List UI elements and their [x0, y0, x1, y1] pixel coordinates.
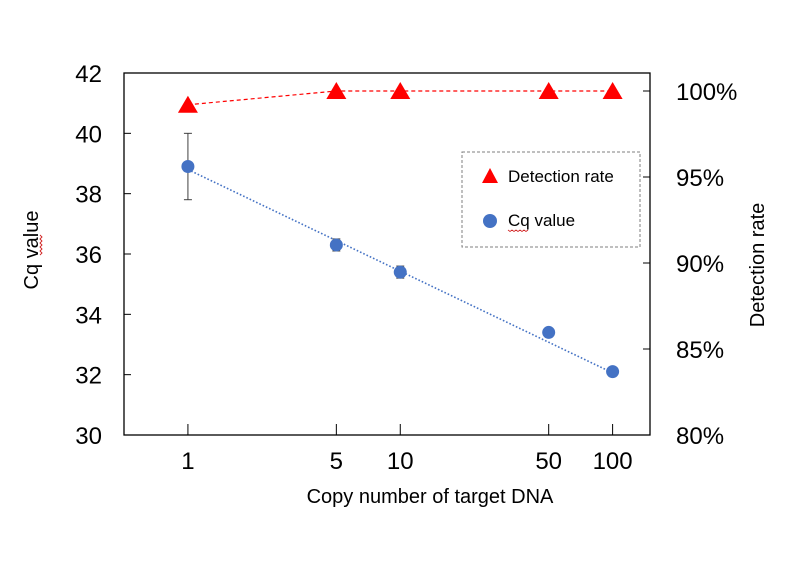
detection-rate-point [538, 82, 559, 99]
cq-value-point [181, 160, 195, 174]
y2-tick-label: 90% [676, 251, 724, 278]
detection-rate-point [602, 82, 623, 99]
cq-value-point [329, 238, 343, 252]
spellcheck-underline [39, 234, 43, 256]
spellcheck-underline [507, 229, 529, 232]
detection-rate-point [177, 95, 198, 113]
y-tick-label: 30 [75, 423, 102, 450]
detection-rate-point [326, 82, 347, 99]
cq-value-point [393, 265, 407, 279]
legend-label-detection-rate: Detection rate [508, 167, 614, 186]
y2-tick-label: 100% [676, 79, 737, 106]
y-tick-label: 34 [75, 302, 102, 329]
x-tick-label: 10 [387, 448, 414, 475]
y-tick-label: 40 [75, 121, 102, 148]
y-tick-label: 38 [75, 182, 102, 209]
legend-triangle-icon [482, 168, 498, 183]
plot-area [123, 72, 651, 436]
legend-box [461, 151, 641, 248]
y-tick-label: 32 [75, 363, 102, 390]
legend-label-cq-value: Cq value [508, 211, 575, 230]
right-axis-ticks: 80% 85% 90% 95% 100% [643, 79, 737, 450]
bottom-axis-ticks: 1 5 10 50 100 [181, 424, 633, 475]
y2-axis-title: Detection rate [747, 203, 769, 328]
x-tick-label: 50 [535, 448, 562, 475]
y2-tick-label: 80% [676, 423, 724, 450]
x-tick-label: 5 [330, 448, 343, 475]
legend-circle-icon [483, 214, 497, 228]
y-axis-title: Cq value [21, 211, 43, 290]
legend: Detection rate Cq value [461, 151, 641, 248]
detection-rate-point [390, 82, 411, 99]
series-layer [177, 82, 623, 379]
cq-value-point [542, 325, 556, 339]
y-tick-label: 36 [75, 242, 102, 269]
x-tick-label: 1 [181, 448, 194, 475]
y-tick-label: 42 [75, 61, 102, 88]
y2-tick-label: 95% [676, 165, 724, 192]
x-tick-label: 100 [593, 448, 633, 475]
x-axis-title: Copy number of target DNA [307, 486, 554, 508]
cq-value-point [606, 365, 620, 379]
left-axis-ticks: 30 32 34 36 38 40 42 [75, 61, 131, 450]
y2-tick-label: 85% [676, 337, 724, 364]
